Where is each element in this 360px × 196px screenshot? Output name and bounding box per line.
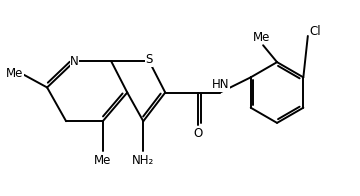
Text: Cl: Cl	[310, 25, 321, 38]
Text: S: S	[145, 53, 153, 66]
Text: Me: Me	[94, 153, 112, 167]
Text: Me: Me	[253, 31, 270, 44]
Text: NH₂: NH₂	[132, 153, 154, 167]
Text: O: O	[194, 127, 203, 140]
Text: N: N	[70, 55, 79, 68]
Text: Me: Me	[6, 67, 23, 80]
Text: HN: HN	[212, 78, 230, 91]
